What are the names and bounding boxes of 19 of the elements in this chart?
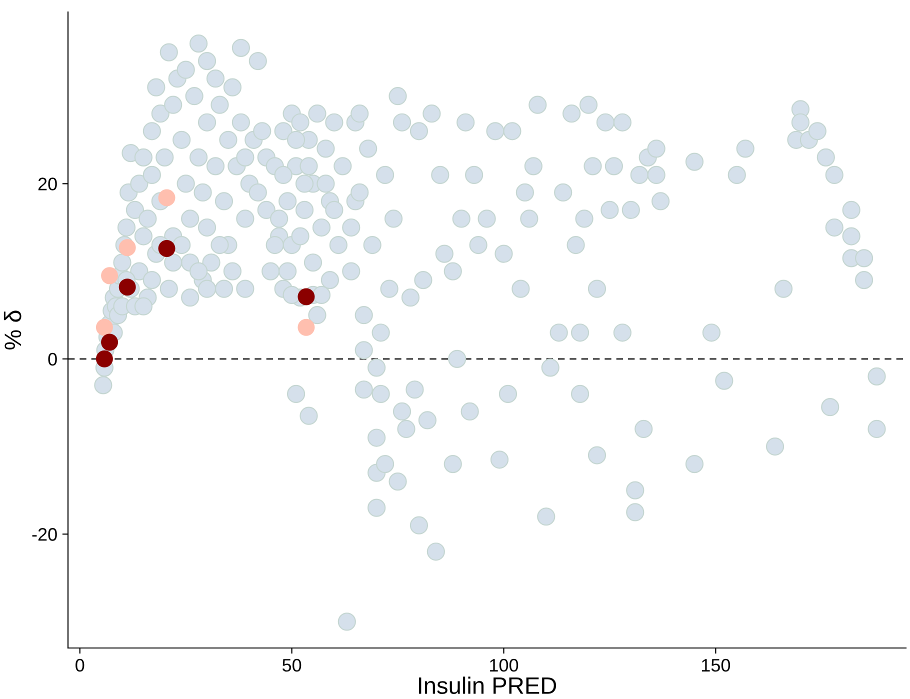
point xyxy=(101,267,118,284)
point xyxy=(118,278,136,296)
y-axis-title: % δ xyxy=(4,310,22,350)
point xyxy=(158,189,176,206)
point xyxy=(158,240,176,258)
y-tick-label: -20 xyxy=(32,528,57,541)
y-tick-label: 0 xyxy=(48,352,57,366)
y-tick-label: 20 xyxy=(38,178,57,190)
x-tick-label: 100 xyxy=(490,658,518,672)
point xyxy=(96,350,113,368)
point xyxy=(101,334,118,351)
x-tick-label: 150 xyxy=(702,658,730,672)
point xyxy=(96,318,113,336)
x-tick-label: 0 xyxy=(76,658,84,672)
point xyxy=(118,239,136,256)
point xyxy=(298,318,315,336)
point xyxy=(298,288,315,306)
x-axis-title: Insulin PRED xyxy=(418,676,556,694)
x-tick-label: 50 xyxy=(282,658,302,672)
